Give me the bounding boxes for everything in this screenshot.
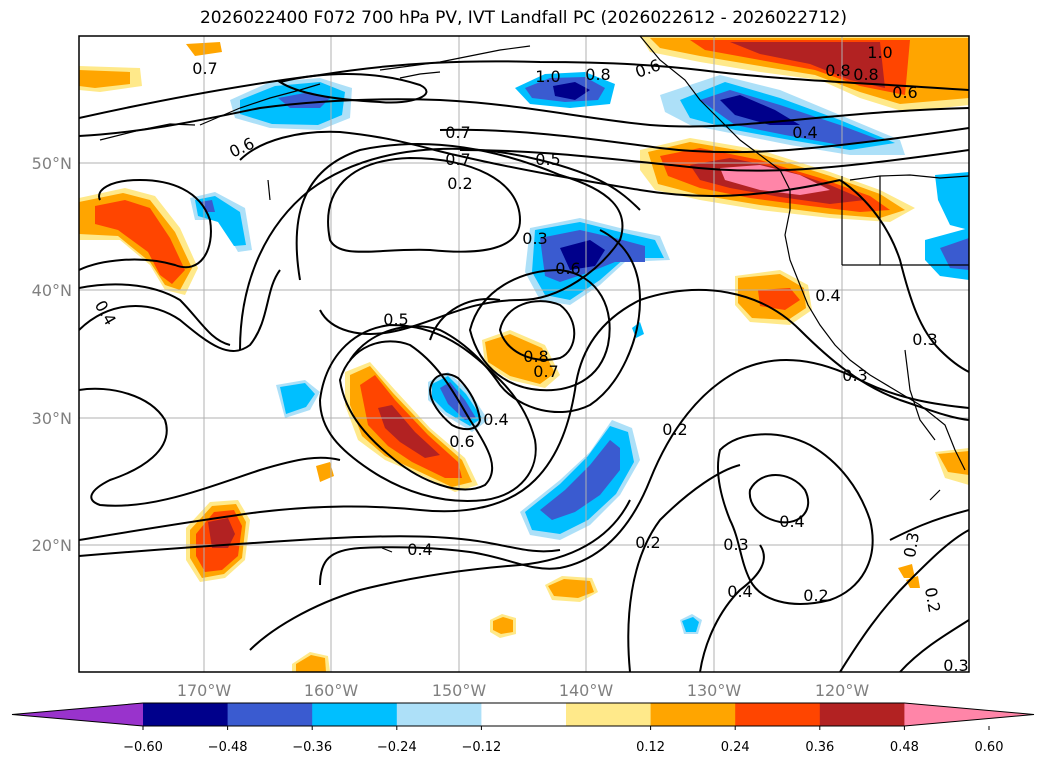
contour-label: 0.5 [383, 310, 408, 329]
contour-label: 0.2 [635, 533, 660, 552]
contour-label: 0.4 [792, 123, 817, 142]
colorbar-segment [735, 703, 821, 726]
contour-label: 0.3 [723, 535, 748, 554]
colorbar-segment [312, 703, 398, 726]
colorbar-tick-label: −0.60 [123, 740, 163, 755]
colorbar-tick-label: −0.36 [292, 740, 332, 755]
colorbar-segment [143, 703, 229, 726]
colorbar-tick-label: 0.48 [890, 740, 919, 755]
contour-label: 1.0 [867, 43, 892, 62]
contour-label: 0.7 [533, 362, 558, 381]
contour-label: 0.4 [483, 410, 508, 429]
lon-label-150w: 150°W [432, 681, 487, 700]
pv-contours [79, 60, 969, 672]
lat-label-50n: 50°N [32, 154, 72, 173]
coastlines [99, 36, 969, 553]
lon-label-120w: 120°W [815, 681, 870, 700]
colorbar-segment [819, 703, 905, 726]
colorbar-segment [396, 703, 482, 726]
colorbar: −0.60 −0.48 −0.36 −0.24 −0.12 0.12 0.24 0.36 0.4… [11, 702, 1035, 755]
contour-label: 0.6 [555, 259, 580, 278]
contour-label: 0.7 [445, 123, 470, 142]
contour-label: 0.3 [842, 366, 867, 385]
contour-label: 0.3 [522, 229, 547, 248]
contour-label: 0.3 [912, 330, 937, 349]
contour-label: 0.6 [892, 83, 917, 102]
contour-label: 0.4 [815, 286, 840, 305]
colorbar-segment [650, 703, 736, 726]
contour-label: 0.5 [535, 150, 560, 169]
colorbar-tick-label: −0.24 [377, 740, 417, 755]
contour-label: 0.7 [192, 59, 217, 78]
contour-label: 0.4 [407, 540, 432, 559]
contour-label: 0.8 [853, 65, 878, 84]
colorbar-segment [566, 703, 652, 726]
colorbar-tick-label: −0.12 [461, 740, 501, 755]
lat-label-30n: 30°N [32, 409, 72, 428]
contour-label: 0.2 [662, 420, 687, 439]
colorbar-tick-label: 0.36 [805, 740, 834, 755]
lon-label-170w: 170°W [177, 681, 232, 700]
contour-label: 0.3 [900, 531, 923, 559]
contour-label: 0.6 [449, 432, 474, 451]
shaded-field [79, 36, 969, 672]
longitude-labels: 170°W 160°W 150°W 140°W 130°W 120°W [177, 681, 870, 700]
colorbar-extend-min [12, 703, 143, 726]
contour-label: 0.2 [447, 174, 472, 193]
contour-label: 0.8 [585, 65, 610, 84]
contour-label: 0.4 [727, 582, 752, 601]
lat-label-20n: 20°N [32, 536, 72, 555]
contour-label: 0.2 [803, 586, 828, 605]
lon-label-130w: 130°W [687, 681, 742, 700]
map-title: 2026022400 F072 700 hPa PV, IVT Landfall… [199, 8, 847, 28]
contour-label: 0.4 [779, 512, 804, 531]
contour-label: 1.0 [535, 67, 560, 86]
colorbar-segment [481, 703, 567, 726]
colorbar-tick-label: 0.60 [975, 740, 1004, 755]
colorbar-tick-label: −0.48 [208, 740, 248, 755]
colorbar-tick-label: 0.24 [721, 740, 750, 755]
contour-label: 0.8 [523, 347, 548, 366]
contour-label: 0.8 [825, 61, 850, 80]
map-content [79, 36, 969, 672]
latitude-labels: 50°N 40°N 30°N 20°N [32, 154, 72, 555]
colorbar-segment [227, 703, 313, 726]
lon-label-140w: 140°W [559, 681, 614, 700]
colorbar-extend-max [904, 703, 1034, 726]
contour-label: 0.3 [943, 656, 968, 675]
lat-label-40n: 40°N [32, 281, 72, 300]
lon-label-160w: 160°W [304, 681, 359, 700]
map-frame [78, 35, 970, 673]
contour-label: 0.7 [445, 150, 470, 169]
contour-label: 0.2 [921, 586, 944, 614]
colorbar-tick-label: 0.12 [636, 740, 665, 755]
